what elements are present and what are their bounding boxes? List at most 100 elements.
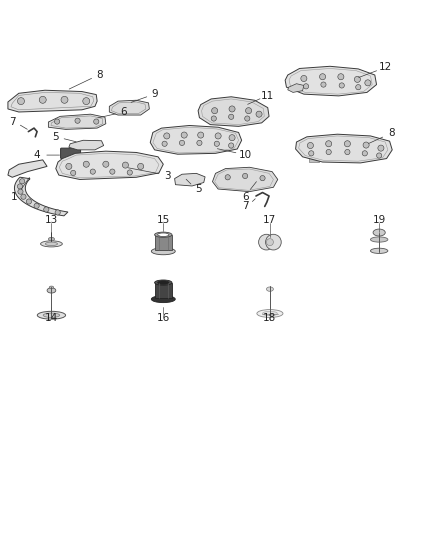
Text: 3: 3 <box>164 171 171 181</box>
Polygon shape <box>8 90 97 112</box>
Circle shape <box>256 111 262 117</box>
Ellipse shape <box>46 242 57 246</box>
Circle shape <box>309 151 314 156</box>
Circle shape <box>344 141 350 147</box>
Circle shape <box>225 175 230 180</box>
Circle shape <box>54 119 60 124</box>
Text: 5: 5 <box>195 184 201 194</box>
Circle shape <box>365 80 371 86</box>
Text: 15: 15 <box>157 215 170 225</box>
Circle shape <box>180 140 185 146</box>
Bar <box>328 155 338 161</box>
Circle shape <box>21 194 26 199</box>
Circle shape <box>326 149 331 155</box>
Circle shape <box>66 163 72 169</box>
Circle shape <box>362 151 367 156</box>
Circle shape <box>229 143 234 148</box>
Circle shape <box>164 133 170 139</box>
Polygon shape <box>56 151 163 180</box>
Polygon shape <box>69 140 104 150</box>
Circle shape <box>34 203 39 208</box>
Text: 8: 8 <box>388 128 395 139</box>
Circle shape <box>345 149 350 155</box>
Bar <box>67 102 75 108</box>
Circle shape <box>301 76 307 82</box>
Circle shape <box>198 132 204 138</box>
Circle shape <box>61 96 68 103</box>
Circle shape <box>260 175 265 181</box>
Circle shape <box>44 207 49 212</box>
Text: 18: 18 <box>263 313 276 323</box>
Bar <box>23 102 32 109</box>
Text: 14: 14 <box>45 313 58 324</box>
Text: 17: 17 <box>263 215 276 225</box>
Ellipse shape <box>37 311 66 319</box>
Text: 8: 8 <box>96 70 102 80</box>
Circle shape <box>26 199 32 204</box>
Polygon shape <box>175 173 205 186</box>
Circle shape <box>265 235 281 250</box>
Circle shape <box>377 153 382 158</box>
Circle shape <box>214 141 219 147</box>
Bar <box>155 235 172 251</box>
Polygon shape <box>110 100 149 115</box>
Circle shape <box>18 98 25 104</box>
Circle shape <box>71 171 76 175</box>
Circle shape <box>90 169 95 174</box>
Polygon shape <box>296 134 392 163</box>
Text: 12: 12 <box>378 62 392 72</box>
Text: 7: 7 <box>9 117 16 127</box>
Polygon shape <box>48 114 106 130</box>
Text: 6: 6 <box>242 192 248 202</box>
Circle shape <box>18 189 23 194</box>
Circle shape <box>122 162 128 168</box>
Polygon shape <box>288 84 304 92</box>
Circle shape <box>339 83 344 88</box>
Circle shape <box>229 114 234 119</box>
Ellipse shape <box>257 310 283 318</box>
Text: 16: 16 <box>157 313 170 323</box>
Circle shape <box>215 133 221 139</box>
Circle shape <box>378 145 384 151</box>
Ellipse shape <box>43 313 60 318</box>
Circle shape <box>258 235 274 250</box>
Ellipse shape <box>371 248 388 254</box>
Polygon shape <box>14 177 68 216</box>
Ellipse shape <box>151 248 175 255</box>
Bar <box>110 163 133 172</box>
Polygon shape <box>212 167 278 192</box>
Text: 6: 6 <box>120 107 127 117</box>
Circle shape <box>83 161 89 167</box>
Bar <box>80 163 106 172</box>
Polygon shape <box>198 97 269 126</box>
Ellipse shape <box>48 237 54 241</box>
Circle shape <box>304 84 309 89</box>
Ellipse shape <box>47 288 56 293</box>
Circle shape <box>103 161 109 167</box>
Circle shape <box>266 239 273 246</box>
Circle shape <box>363 142 369 148</box>
Circle shape <box>321 82 326 87</box>
Circle shape <box>83 98 90 104</box>
Text: 4: 4 <box>34 150 40 160</box>
Text: 10: 10 <box>239 150 252 160</box>
Ellipse shape <box>262 311 277 316</box>
Circle shape <box>356 85 361 90</box>
Circle shape <box>138 163 144 169</box>
Text: 11: 11 <box>261 91 274 101</box>
Circle shape <box>110 169 115 174</box>
Circle shape <box>20 179 25 184</box>
Circle shape <box>55 210 60 215</box>
Circle shape <box>211 116 216 121</box>
Bar <box>348 155 358 161</box>
Circle shape <box>243 173 248 179</box>
Ellipse shape <box>155 280 172 285</box>
Circle shape <box>229 135 235 141</box>
Circle shape <box>307 142 314 149</box>
Ellipse shape <box>151 296 175 303</box>
FancyBboxPatch shape <box>60 148 81 158</box>
Polygon shape <box>8 160 47 177</box>
Circle shape <box>75 118 80 123</box>
Text: 1: 1 <box>11 192 18 202</box>
Ellipse shape <box>41 241 62 247</box>
